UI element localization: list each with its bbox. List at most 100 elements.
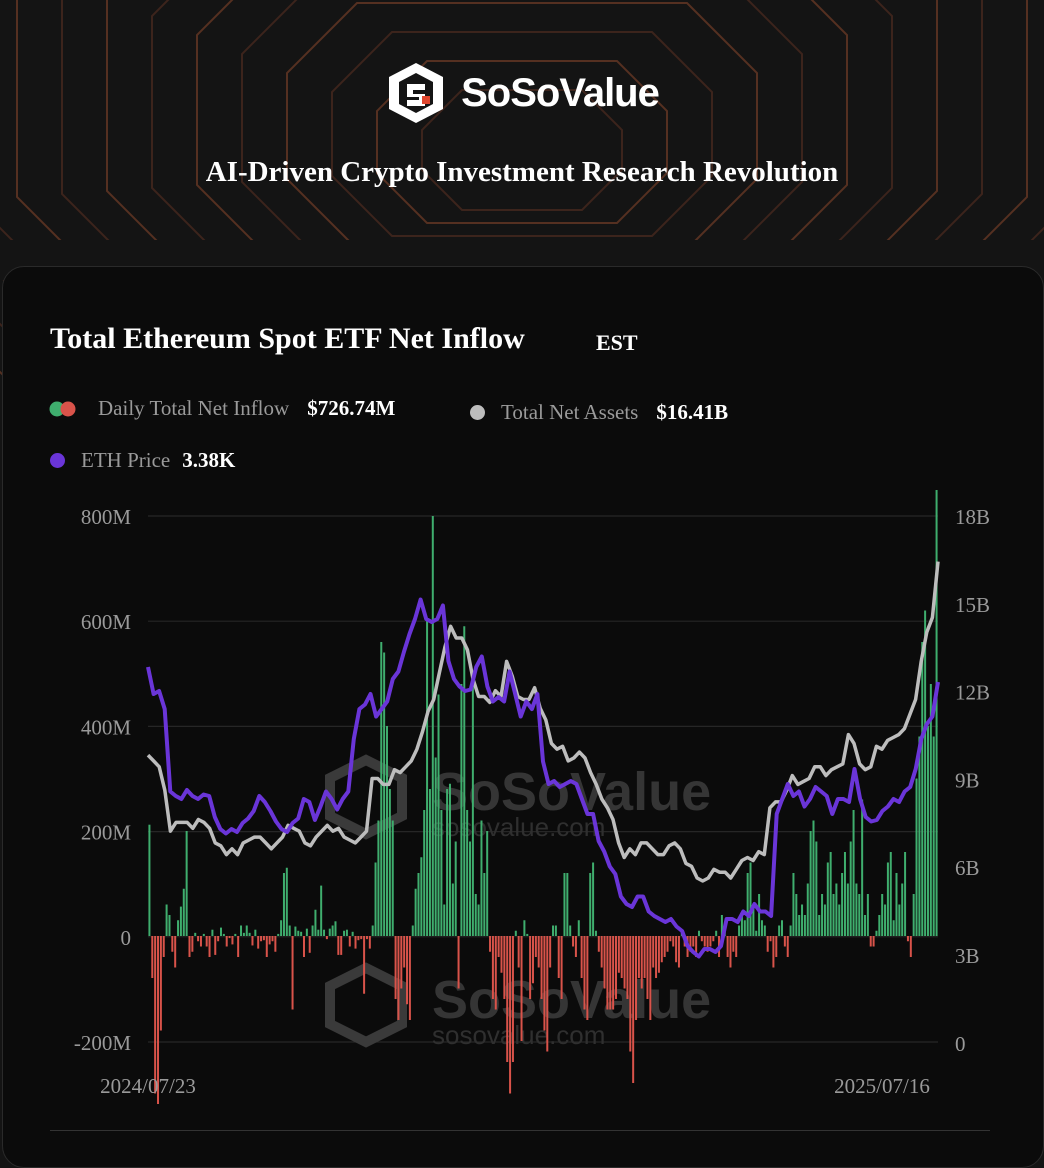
inflow-bar[interactable] [915, 778, 918, 937]
inflow-bar[interactable] [898, 904, 901, 937]
inflow-bar[interactable] [657, 936, 660, 973]
inflow-bar[interactable] [337, 936, 340, 955]
inflow-bar[interactable] [652, 936, 655, 968]
inflow-bar[interactable] [720, 915, 723, 936]
inflow-bar[interactable] [205, 936, 208, 947]
inflow-bar[interactable] [451, 883, 454, 937]
inflow-bar[interactable] [268, 936, 271, 945]
inflow-bar[interactable] [637, 936, 640, 978]
inflow-bar[interactable] [924, 610, 927, 937]
inflow-bar[interactable] [735, 936, 738, 957]
inflow-bar[interactable] [855, 883, 858, 937]
inflow-bar[interactable] [486, 831, 489, 936]
inflow-bar[interactable] [918, 736, 921, 937]
inflow-bar[interactable] [157, 936, 160, 1104]
inflow-bar[interactable] [228, 936, 231, 939]
inflow-bar[interactable] [589, 873, 592, 936]
inflow-bar[interactable] [675, 936, 678, 963]
inflow-bar[interactable] [932, 736, 935, 937]
inflow-bar[interactable] [288, 925, 291, 937]
inflow-bar[interactable] [251, 936, 254, 946]
inflow-bar[interactable] [403, 936, 406, 968]
inflow-bar[interactable] [592, 862, 595, 937]
inflow-bar[interactable] [709, 936, 712, 947]
inflow-bar[interactable] [569, 925, 572, 937]
inflow-bar[interactable] [325, 936, 328, 940]
inflow-bar[interactable] [889, 852, 892, 936]
inflow-bar[interactable] [549, 936, 552, 968]
inflow-bar[interactable] [812, 820, 815, 937]
inflow-bar[interactable] [806, 883, 809, 937]
inflow-bar[interactable] [265, 936, 268, 957]
inflow-bar[interactable] [689, 936, 692, 952]
inflow-bar[interactable] [846, 883, 849, 937]
inflow-bar[interactable] [357, 936, 360, 941]
inflow-bar[interactable] [869, 936, 872, 947]
inflow-bar[interactable] [760, 920, 763, 936]
inflow-bar[interactable] [738, 925, 741, 937]
inflow-bar[interactable] [411, 925, 414, 937]
inflow-bar[interactable] [655, 936, 658, 978]
inflow-bar[interactable] [386, 726, 388, 936]
inflow-bar[interactable] [154, 936, 157, 1094]
inflow-bar[interactable] [365, 936, 368, 940]
inflow-bar[interactable] [789, 925, 792, 937]
inflow-bar[interactable] [245, 925, 248, 937]
inflow-bar[interactable] [320, 885, 323, 936]
inflow-bar[interactable] [463, 626, 466, 936]
inflow-bar[interactable] [406, 936, 409, 1005]
inflow-bar[interactable] [663, 936, 666, 957]
inflow-bar[interactable] [162, 936, 165, 957]
inflow-bar[interactable] [881, 894, 884, 936]
inflow-bar[interactable] [388, 789, 391, 936]
inflow-bar[interactable] [174, 936, 177, 968]
inflow-bar[interactable] [697, 930, 700, 936]
inflow-bar[interactable] [188, 936, 191, 957]
inflow-bar[interactable] [537, 936, 540, 968]
inflow-bar[interactable] [826, 862, 829, 937]
inflow-bar[interactable] [614, 936, 617, 999]
inflow-bar[interactable] [214, 936, 217, 955]
inflow-bar[interactable] [554, 925, 557, 937]
inflow-bar[interactable] [801, 904, 804, 937]
inflow-bar[interactable] [148, 824, 151, 936]
inflow-bar[interactable] [354, 936, 357, 949]
inflow-bar[interactable] [328, 928, 331, 936]
inflow-bar[interactable] [772, 936, 775, 968]
inflow-bar[interactable] [417, 873, 420, 936]
inflow-bar[interactable] [586, 936, 589, 1020]
inflow-bar[interactable] [511, 936, 514, 1062]
inflow-bar[interactable] [159, 936, 162, 1031]
inflow-bar[interactable] [454, 841, 457, 937]
inflow-bar[interactable] [323, 929, 326, 936]
inflow-bar[interactable] [543, 936, 546, 1031]
inflow-bar[interactable] [838, 904, 841, 937]
inflow-bar[interactable] [343, 930, 346, 936]
inflow-bar[interactable] [291, 936, 294, 1010]
inflow-bar[interactable] [740, 915, 743, 936]
inflow-bar[interactable] [483, 873, 486, 936]
inflow-bar[interactable] [666, 936, 669, 952]
etf-inflow-chart[interactable]: SoSoValuesosovalue.comSoSoValuesosovalue… [0, 490, 1044, 1110]
inflow-bar[interactable] [179, 906, 182, 936]
inflow-bar[interactable] [866, 894, 869, 936]
inflow-bar[interactable] [168, 915, 171, 936]
inflow-bar[interactable] [377, 820, 380, 937]
inflow-bar[interactable] [818, 915, 821, 936]
inflow-bar[interactable] [494, 936, 497, 1010]
inflow-bar[interactable] [302, 936, 305, 957]
inflow-bar[interactable] [815, 841, 818, 937]
inflow-bar[interactable] [832, 894, 835, 936]
inflow-bar[interactable] [755, 930, 758, 936]
inflow-bar[interactable] [177, 920, 180, 936]
inflow-bar[interactable] [446, 789, 449, 936]
inflow-bar[interactable] [431, 516, 434, 936]
inflow-bar[interactable] [257, 936, 260, 949]
inflow-bar[interactable] [643, 936, 646, 978]
inflow-bar[interactable] [798, 915, 801, 936]
inflow-bar[interactable] [360, 936, 363, 940]
inflow-bar[interactable] [574, 936, 577, 957]
inflow-bar[interactable] [769, 936, 772, 942]
inflow-bar[interactable] [758, 894, 761, 936]
inflow-bar[interactable] [242, 932, 245, 936]
